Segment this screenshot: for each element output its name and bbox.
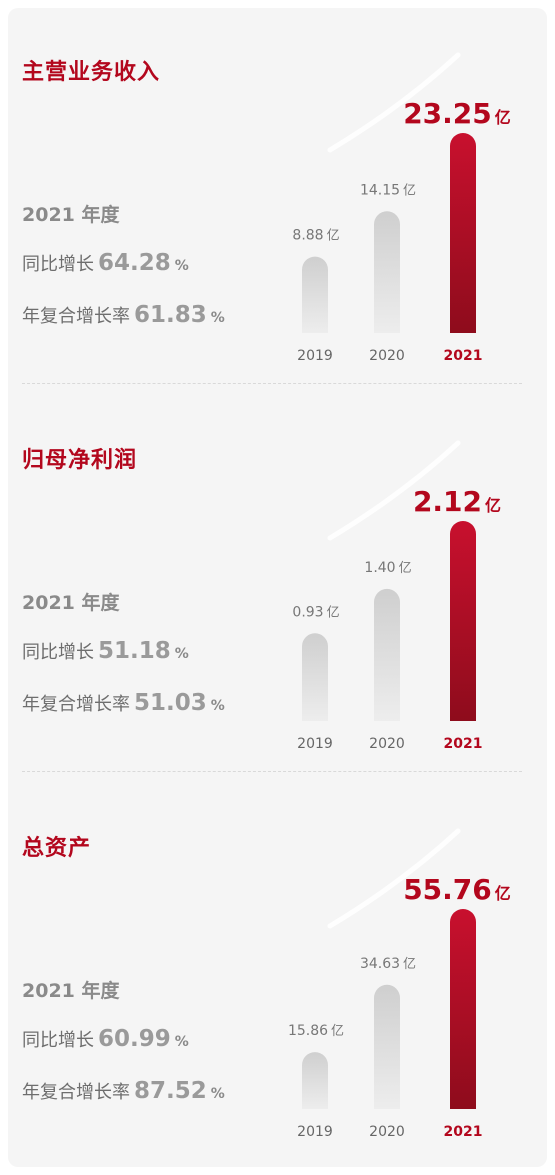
bar-2019: [302, 633, 328, 721]
bar-2020: [374, 588, 400, 721]
yoy-growth: 同比增长 51.18%: [22, 638, 189, 664]
cagr-value: 51.03: [134, 690, 207, 716]
value-label: 2.12 亿: [413, 485, 501, 518]
category-label: 2021: [444, 736, 483, 752]
value-label: 15.86 亿: [288, 1023, 344, 1039]
cagr-growth: 年复合增长率 87.52%: [22, 1078, 225, 1104]
cagr-unit: %: [210, 1086, 225, 1102]
stat-year: 2021 年度: [22, 980, 120, 1002]
yoy-unit: %: [174, 1034, 189, 1050]
chart-svg: 15.86 亿 2019 34.63 亿 2020 55.76 亿 2021: [288, 828, 511, 1140]
cagr-value: 61.83: [134, 302, 207, 328]
yoy-value: 64.28: [98, 250, 171, 276]
decor-swoosh: [327, 52, 461, 153]
decor-swoosh: [327, 440, 461, 541]
cagr-growth: 年复合增长率 61.83%: [22, 302, 225, 328]
stat-year: 2021 年度: [22, 592, 120, 614]
net-profit-section: 归母净利润 2021 年度 同比增长 51.18% 年复合增长率 51.03% 0.…: [0, 388, 555, 776]
revenue-bar-chart: 8.88 亿 2019 14.15 亿 2020 23.25 亿 2021: [270, 0, 555, 388]
value-label: 8.88 亿: [292, 228, 339, 244]
bar-2021: [450, 133, 476, 333]
bar-2021: [450, 521, 476, 721]
bar-2019: [302, 256, 328, 333]
chart-svg: 0.93 亿 2019 1.40 亿 2020 2.12 亿 2021: [292, 440, 501, 752]
yoy-unit: %: [174, 646, 189, 662]
value-label: 0.93 亿: [292, 604, 339, 620]
yoy-label: 同比增长: [22, 254, 94, 275]
total-assets-bar-chart: 15.86 亿 2019 34.63 亿 2020 55.76 亿 2021: [270, 776, 555, 1164]
category-label: 2019: [297, 736, 333, 752]
cagr-value: 87.52: [134, 1078, 207, 1104]
category-label: 2020: [369, 348, 405, 364]
yoy-growth: 同比增长 60.99%: [22, 1026, 189, 1052]
yoy-growth: 同比增长 64.28%: [22, 250, 189, 276]
cagr-label: 年复合增长率: [22, 1082, 130, 1103]
stat-year: 2021 年度: [22, 204, 120, 226]
section-title: 总资产: [22, 836, 92, 861]
yoy-unit: %: [174, 258, 189, 274]
bar-2019: [302, 1052, 328, 1109]
section-divider: [22, 771, 522, 772]
value-label: 14.15 亿: [360, 182, 416, 198]
value-label: 55.76 亿: [403, 873, 511, 906]
category-label: 2020: [369, 1124, 405, 1140]
cagr-growth: 年复合增长率 51.03%: [22, 690, 225, 716]
yoy-label: 同比增长: [22, 1030, 94, 1051]
category-label: 2020: [369, 736, 405, 752]
bar-2020: [374, 984, 400, 1109]
category-label: 2021: [444, 1124, 483, 1140]
bar-2020: [374, 211, 400, 333]
decor-swoosh: [327, 828, 461, 929]
cagr-unit: %: [210, 698, 225, 714]
chart-svg: 8.88 亿 2019 14.15 亿 2020 23.25 亿 2021: [292, 52, 511, 364]
bar-2021: [450, 909, 476, 1109]
cagr-unit: %: [210, 310, 225, 326]
yoy-value: 51.18: [98, 638, 171, 664]
yoy-label: 同比增长: [22, 642, 94, 663]
category-label: 2021: [444, 348, 483, 364]
value-label: 23.25 亿: [403, 97, 511, 130]
cagr-label: 年复合增长率: [22, 694, 130, 715]
section-divider: [22, 383, 522, 384]
section-title: 主营业务收入: [22, 60, 161, 85]
cagr-label: 年复合增长率: [22, 306, 130, 327]
yoy-value: 60.99: [98, 1026, 171, 1052]
revenue-section: 主营业务收入 2021 年度 同比增长 64.28% 年复合增长率 61.83% 8…: [0, 0, 555, 388]
value-label: 1.40 亿: [364, 560, 411, 576]
value-label: 34.63 亿: [360, 956, 416, 972]
category-label: 2019: [297, 348, 333, 364]
net-profit-bar-chart: 0.93 亿 2019 1.40 亿 2020 2.12 亿 2021: [270, 388, 555, 776]
total-assets-section: 总资产 2021 年度 同比增长 60.99% 年复合增长率 87.52% 15.8…: [0, 776, 555, 1164]
category-label: 2019: [297, 1124, 333, 1140]
section-title: 归母净利润: [22, 448, 138, 473]
